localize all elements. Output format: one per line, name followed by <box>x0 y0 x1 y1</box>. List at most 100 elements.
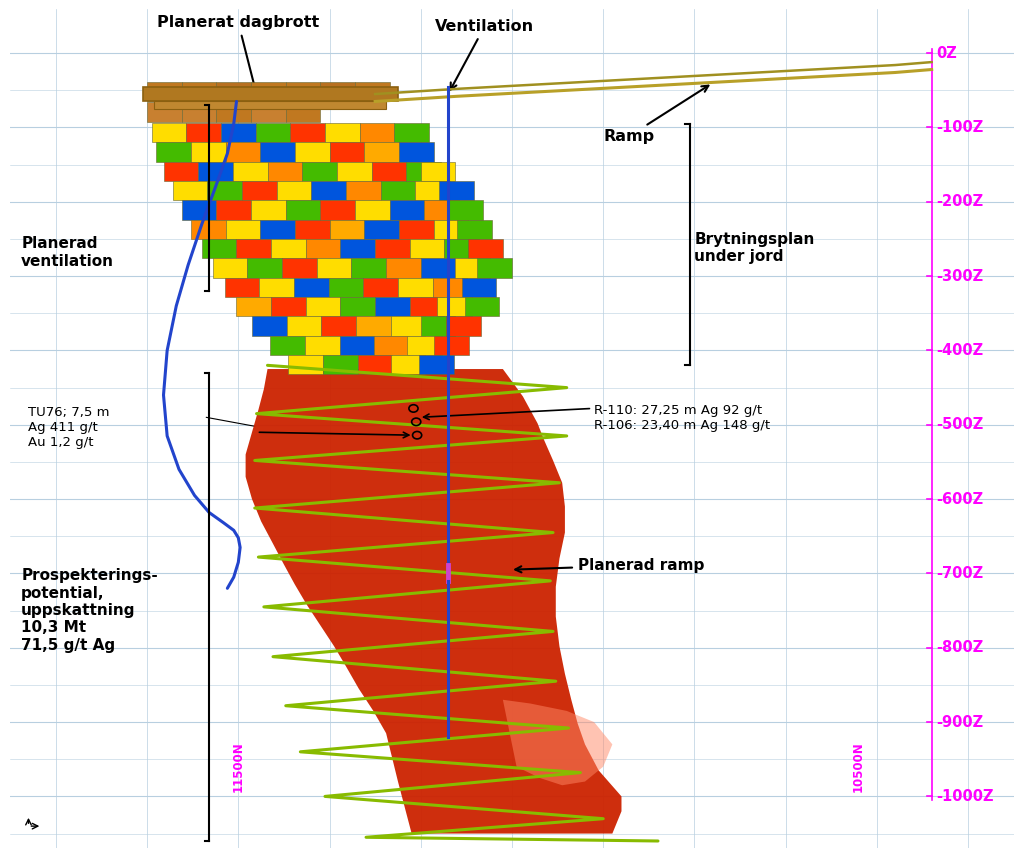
Bar <box>157 142 190 162</box>
Bar <box>408 336 441 355</box>
Bar <box>282 258 316 278</box>
Text: Planerad ramp: Planerad ramp <box>515 558 705 572</box>
Bar <box>316 258 351 278</box>
Text: -600Z: -600Z <box>936 492 983 506</box>
Bar <box>237 239 271 258</box>
Bar <box>216 201 251 219</box>
Bar <box>391 355 425 375</box>
Bar <box>147 82 181 101</box>
Bar <box>437 297 472 316</box>
Bar <box>224 278 259 297</box>
Bar <box>237 297 271 316</box>
Bar <box>390 201 424 219</box>
Bar <box>351 258 386 278</box>
Bar <box>225 219 260 239</box>
Text: -300Z: -300Z <box>936 268 983 284</box>
Text: -200Z: -200Z <box>936 195 983 209</box>
Bar <box>439 181 474 201</box>
Bar <box>232 162 267 181</box>
Bar <box>306 297 341 316</box>
Bar <box>424 201 459 219</box>
Bar <box>355 82 390 101</box>
Bar <box>365 142 399 162</box>
Bar <box>458 219 492 239</box>
Bar <box>359 123 394 142</box>
Bar <box>365 219 399 239</box>
Bar <box>267 162 302 181</box>
Bar <box>444 239 479 258</box>
Bar <box>181 201 216 219</box>
Bar <box>186 123 221 142</box>
Bar <box>456 258 490 278</box>
Bar <box>152 123 186 142</box>
Bar <box>477 258 512 278</box>
Bar <box>295 219 330 239</box>
Polygon shape <box>246 369 622 834</box>
Bar <box>381 181 416 201</box>
Bar <box>305 336 340 355</box>
Bar <box>286 102 321 122</box>
Bar <box>256 123 291 142</box>
Text: -700Z: -700Z <box>936 566 983 581</box>
Bar <box>164 162 199 181</box>
Bar <box>181 82 216 101</box>
Text: -1000Z: -1000Z <box>936 789 993 804</box>
Bar <box>465 297 500 316</box>
Text: TU76; 7,5 m
Ag 411 g/t
Au 1,2 g/t: TU76; 7,5 m Ag 411 g/t Au 1,2 g/t <box>29 406 110 449</box>
Bar <box>251 201 286 219</box>
Bar <box>251 82 286 101</box>
Bar <box>421 162 456 181</box>
Text: -100Z: -100Z <box>936 120 983 135</box>
Bar <box>216 82 251 101</box>
Bar <box>330 219 365 239</box>
Bar <box>321 82 355 101</box>
Text: 11500N: 11500N <box>231 741 245 792</box>
Bar <box>449 201 482 219</box>
Bar <box>341 239 375 258</box>
Bar <box>207 181 242 201</box>
Bar <box>276 181 311 201</box>
Bar <box>399 142 433 162</box>
Bar <box>252 316 287 336</box>
Bar <box>421 316 456 336</box>
Bar <box>432 278 467 297</box>
Bar <box>329 278 364 297</box>
Text: 0Z: 0Z <box>936 45 957 61</box>
Bar <box>287 316 322 336</box>
Text: Prospekterings-
potential,
uppskattning
10,3 Mt
71,5 g/t Ag: Prospekterings- potential, uppskattning … <box>22 568 158 653</box>
Text: -500Z: -500Z <box>936 417 983 432</box>
Bar <box>181 102 216 122</box>
Bar <box>410 239 444 258</box>
Polygon shape <box>503 700 612 785</box>
Bar <box>462 278 497 297</box>
Text: Planerad
ventilation: Planerad ventilation <box>22 237 115 268</box>
Text: Ventilation: Ventilation <box>435 19 535 89</box>
Bar <box>260 142 295 162</box>
Bar <box>337 162 372 181</box>
Bar <box>190 219 225 239</box>
Bar <box>289 355 324 375</box>
Text: R-110: 27,25 m Ag 92 g/t
R-106: 23,40 m Ag 148 g/t: R-110: 27,25 m Ag 92 g/t R-106: 23,40 m … <box>594 404 770 432</box>
Bar <box>433 219 468 239</box>
Bar <box>375 239 410 258</box>
Text: -400Z: -400Z <box>936 343 983 358</box>
Bar <box>295 142 330 162</box>
Bar <box>216 102 251 122</box>
Text: -900Z: -900Z <box>936 715 983 729</box>
Bar <box>421 258 456 278</box>
Bar <box>372 162 407 181</box>
Bar <box>294 278 329 297</box>
Bar <box>202 239 237 258</box>
Bar <box>364 278 398 297</box>
Text: Brytningsplan
under jord: Brytningsplan under jord <box>694 231 815 264</box>
Bar <box>225 142 260 162</box>
Bar <box>306 239 341 258</box>
Bar <box>340 336 374 355</box>
Bar <box>394 123 429 142</box>
Text: -800Z: -800Z <box>936 640 983 656</box>
Bar <box>173 181 207 201</box>
Bar <box>271 297 306 316</box>
Bar <box>346 181 381 201</box>
Bar <box>199 162 232 181</box>
Text: 10500N: 10500N <box>852 741 865 792</box>
